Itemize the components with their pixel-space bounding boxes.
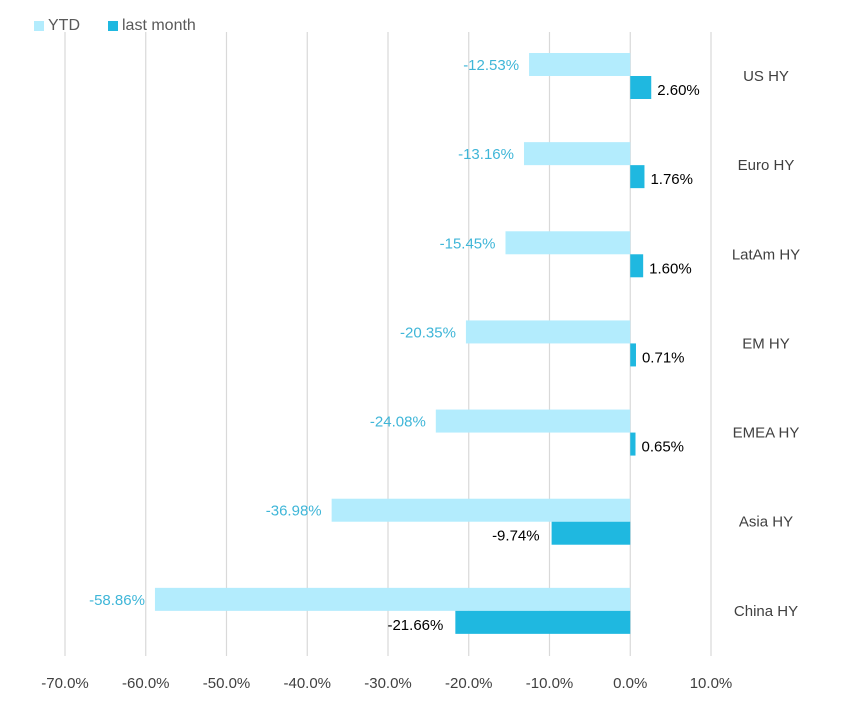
data-label-ytd: -15.45% xyxy=(440,235,496,252)
bar-ytd xyxy=(465,320,631,344)
legend-swatch-last-month xyxy=(108,21,118,31)
legend-item-last-month: last month xyxy=(108,17,196,35)
category-label: US HY xyxy=(743,68,789,85)
bar-ytd xyxy=(523,142,631,166)
bar-last-month xyxy=(630,343,636,367)
data-label-last-month: 1.60% xyxy=(649,260,692,277)
bar-last-month xyxy=(551,521,631,545)
category-label: Asia HY xyxy=(739,514,793,531)
data-label-ytd: -20.35% xyxy=(400,324,456,341)
data-label-last-month: 1.76% xyxy=(650,171,693,188)
legend-swatch-ytd xyxy=(34,21,44,31)
x-tick-label: -30.0% xyxy=(364,675,412,692)
data-label-last-month: 2.60% xyxy=(657,82,700,99)
x-tick-label: 10.0% xyxy=(690,675,733,692)
bar-last-month xyxy=(630,165,645,189)
bar-ytd xyxy=(505,231,631,255)
legend: YTD last month xyxy=(34,17,196,35)
category-label: China HY xyxy=(734,603,798,620)
data-label-ytd: -13.16% xyxy=(458,146,514,163)
data-label-last-month: -9.74% xyxy=(492,528,540,545)
bar-last-month xyxy=(630,432,636,456)
category-label: EMEA HY xyxy=(733,425,800,442)
data-label-last-month: 0.65% xyxy=(641,439,684,456)
data-label-ytd: -58.86% xyxy=(89,592,145,609)
bar-last-month xyxy=(455,610,631,634)
x-tick-label: 0.0% xyxy=(613,675,647,692)
bar-ytd xyxy=(435,409,631,433)
bar-last-month xyxy=(630,76,652,99)
data-label-ytd: -24.08% xyxy=(370,414,426,431)
bar-ytd xyxy=(331,498,631,522)
legend-label-ytd: YTD xyxy=(48,17,80,34)
bar-last-month xyxy=(630,254,644,278)
x-tick-label: -60.0% xyxy=(122,675,170,692)
data-label-ytd: -36.98% xyxy=(266,503,322,520)
data-label-last-month: 0.71% xyxy=(642,349,685,366)
x-tick-label: -40.0% xyxy=(283,675,331,692)
x-tick-label: -10.0% xyxy=(526,675,574,692)
x-tick-label: -50.0% xyxy=(203,675,251,692)
legend-item-ytd: YTD xyxy=(34,17,80,35)
data-label-last-month: -21.66% xyxy=(387,617,443,634)
bar-ytd xyxy=(529,53,631,76)
category-label: EM HY xyxy=(742,335,790,352)
category-label: Euro HY xyxy=(738,157,795,174)
data-label-ytd: -12.53% xyxy=(463,57,519,74)
x-tick-label: -70.0% xyxy=(41,675,89,692)
legend-label-last-month: last month xyxy=(122,17,196,34)
x-tick-label: -20.0% xyxy=(445,675,493,692)
bar-ytd xyxy=(154,587,631,611)
category-label: LatAm HY xyxy=(732,246,800,263)
